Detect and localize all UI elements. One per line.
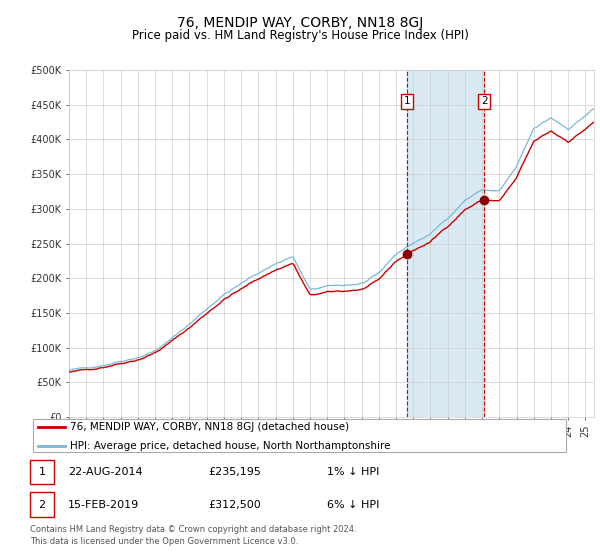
- Text: 1: 1: [404, 96, 410, 106]
- Text: 76, MENDIP WAY, CORBY, NN18 8GJ (detached house): 76, MENDIP WAY, CORBY, NN18 8GJ (detache…: [71, 422, 350, 432]
- Text: 1% ↓ HPI: 1% ↓ HPI: [327, 467, 379, 477]
- FancyBboxPatch shape: [33, 419, 566, 452]
- Text: Contains HM Land Registry data © Crown copyright and database right 2024.
This d: Contains HM Land Registry data © Crown c…: [30, 525, 356, 546]
- Text: 2: 2: [38, 500, 46, 510]
- Text: 2: 2: [481, 96, 487, 106]
- Text: £312,500: £312,500: [208, 500, 261, 510]
- Text: Price paid vs. HM Land Registry's House Price Index (HPI): Price paid vs. HM Land Registry's House …: [131, 29, 469, 42]
- Text: 15-FEB-2019: 15-FEB-2019: [68, 500, 139, 510]
- Bar: [30, 492, 54, 517]
- Text: HPI: Average price, detached house, North Northamptonshire: HPI: Average price, detached house, Nort…: [71, 441, 391, 451]
- Text: 22-AUG-2014: 22-AUG-2014: [68, 467, 142, 477]
- Text: 76, MENDIP WAY, CORBY, NN18 8GJ: 76, MENDIP WAY, CORBY, NN18 8GJ: [177, 16, 423, 30]
- Text: 6% ↓ HPI: 6% ↓ HPI: [327, 500, 379, 510]
- Bar: [30, 460, 54, 484]
- Text: £235,195: £235,195: [208, 467, 261, 477]
- Bar: [407, 70, 484, 417]
- Text: 1: 1: [38, 467, 46, 477]
